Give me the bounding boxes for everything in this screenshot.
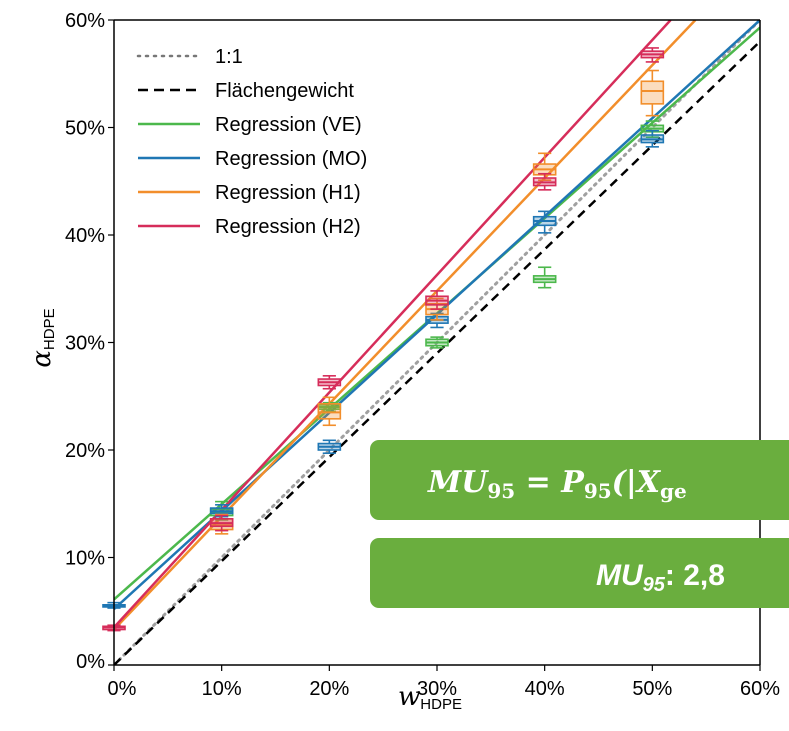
line-regression-h2 [114, 20, 672, 629]
x-tick-label: 50% [632, 678, 672, 700]
legend-label: Flächengewicht [215, 80, 354, 102]
box-regression-ve-30 [425, 336, 449, 349]
y-tick-label: 50% [65, 118, 105, 140]
box-regression-h2-40 [532, 172, 557, 191]
formula-box [370, 440, 789, 520]
box [317, 402, 342, 420]
legend: 1:1 Flächengewicht Regression (VE) Regressi… [136, 46, 367, 238]
annotations: MU95 = P95(|Xge MU95: 2,8 [370, 440, 789, 608]
formula-text: MU95 = P95(|Xge [427, 465, 687, 503]
box-regression-mo-40 [532, 210, 557, 234]
legend-label: Regression (MO) [215, 148, 367, 170]
y-tick-label: 40% [65, 225, 105, 247]
y-tick-label: 0% [76, 651, 105, 673]
x-tick-label: 10% [202, 678, 242, 700]
box-regression-h2-30 [425, 290, 449, 310]
axes: 0% 10% 20% 30% 40% 50% 60% 0% 10% 20% 30% 40% 50% 60% [65, 10, 780, 700]
box-regression-ve-40 [532, 266, 557, 289]
box-regression-h2-50 [640, 47, 665, 63]
legend-item-regression-ve: Regression (VE) [138, 114, 362, 136]
x-tick-label: 40% [525, 678, 565, 700]
x-tick-label: 60% [740, 678, 780, 700]
legend-item-fl-chengewicht: Flächengewicht [138, 80, 354, 102]
y-axis-label: αHDPE [27, 308, 58, 367]
legend-label: Regression (H1) [215, 182, 361, 204]
box-regression-h2-10 [209, 514, 234, 532]
box-regression-mo-20 [317, 439, 342, 455]
legend-label: Regression (VE) [215, 114, 362, 136]
y-tick-label: 30% [65, 333, 105, 355]
box-regression-h1-20 [317, 396, 342, 427]
y-tick-label: 60% [65, 10, 105, 32]
y-tick-label: 10% [65, 548, 105, 570]
x-tick-label: 0% [108, 678, 137, 700]
legend-item-regression-h1: Regression (H1) [138, 182, 361, 204]
box [640, 80, 665, 105]
x-tick-label: 20% [309, 678, 349, 700]
legend-item-regression-mo: Regression (MO) [138, 148, 367, 170]
y-tick-label: 20% [65, 440, 105, 462]
legend-label: Regression (H2) [215, 216, 361, 238]
box-regression-h1-50 [640, 69, 665, 117]
legend-item-regression-h2: Regression (H2) [138, 216, 361, 238]
x-axis-label: wHDPE [398, 682, 462, 713]
x-tick-label: 30% [417, 678, 457, 700]
legend-item-1-1: 1:1 [136, 46, 243, 68]
box-regression-mo-50 [640, 129, 665, 148]
result-text: MU95: 2,8 [596, 559, 725, 596]
box-regression-h2-20 [317, 375, 342, 390]
legend-label: 1:1 [215, 46, 243, 68]
result-box [370, 538, 789, 608]
